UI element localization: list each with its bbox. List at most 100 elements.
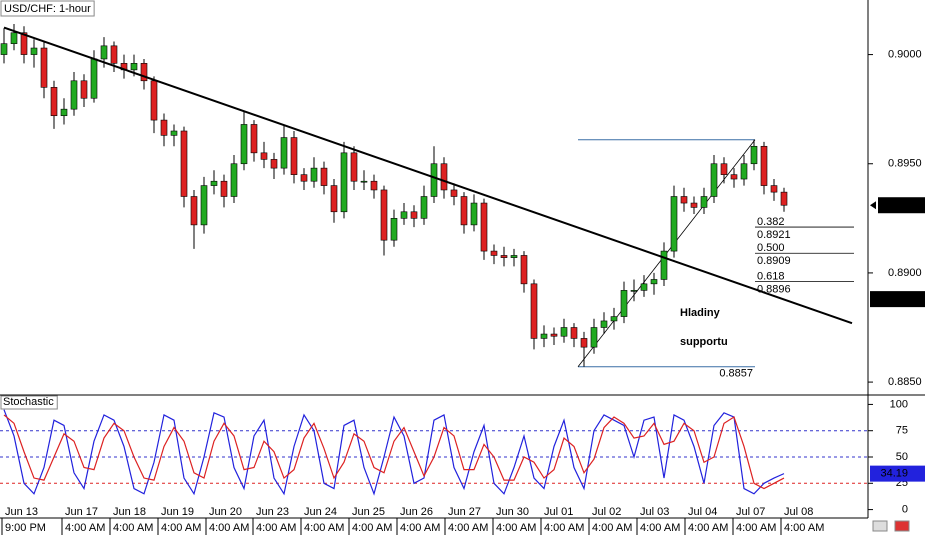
candle-body	[610, 316, 618, 322]
x-tick-label: Jun 17	[65, 506, 98, 518]
annotation: Hladiny	[680, 307, 721, 319]
y-tick-label: 75	[896, 425, 908, 437]
x-tick-label: Jun 18	[113, 506, 146, 518]
candle-body	[260, 152, 268, 160]
candle-body	[550, 333, 558, 337]
trendline	[3, 26, 853, 325]
fib-value: 0.8921	[757, 229, 791, 241]
x-tick-label: Jul 01	[544, 506, 573, 518]
panel-title: Stochastic	[3, 396, 54, 408]
y-tick-label: 0.9000	[888, 48, 922, 60]
icon[interactable]	[894, 520, 910, 532]
candle-body	[740, 163, 748, 180]
candle-body	[660, 250, 668, 280]
candle-body	[0, 43, 8, 55]
candle-body	[640, 283, 648, 291]
candle-body	[320, 167, 328, 186]
candle-body	[90, 58, 98, 99]
candle-body	[350, 152, 358, 182]
x-tick-label: Jul 07	[736, 506, 765, 518]
candle-body	[10, 32, 18, 44]
candle-body	[450, 189, 458, 197]
candle-body	[250, 124, 258, 154]
last-price-arrow	[870, 201, 876, 210]
y-tick-label: 0.8850	[888, 376, 922, 388]
candle-body	[630, 290, 638, 292]
candle-body	[690, 202, 698, 208]
x-tick-time: 4:00 AM	[65, 522, 105, 534]
candle-body	[300, 174, 308, 182]
candle-body	[440, 163, 448, 191]
x-tick-time: 4:00 AM	[209, 522, 249, 534]
candle-body	[200, 185, 208, 226]
last-value-box	[870, 465, 925, 482]
candle-body	[420, 196, 428, 219]
candle-body	[290, 137, 298, 175]
y-tick-label: 0	[902, 503, 908, 515]
candle-body	[410, 211, 418, 219]
x-tick-label: Jul 08	[784, 506, 813, 518]
candle-body	[780, 191, 788, 206]
candle-body	[530, 283, 538, 339]
y-tick-label: 50	[896, 451, 908, 463]
candle-body	[80, 80, 88, 99]
candle-body	[230, 163, 238, 197]
x-tick-label: Jun 27	[448, 506, 481, 518]
candle-body	[460, 196, 468, 226]
trendline-price-box	[870, 291, 925, 308]
candle-body	[180, 130, 188, 197]
x-tick-time: 4:00 AM	[496, 522, 536, 534]
candle-body	[700, 196, 708, 208]
x-tick-label: Jul 03	[640, 506, 669, 518]
x-tick-time: 4:00 AM	[544, 522, 584, 534]
candle-body	[760, 145, 768, 186]
icon[interactable]	[872, 520, 888, 532]
panel-title-box	[0, 395, 58, 410]
fib-value: 0.8909	[757, 255, 791, 267]
y-tick-label: 0.8900	[888, 267, 922, 279]
candle-body	[600, 320, 608, 328]
x-tick-time: 4:00 AM	[592, 522, 632, 534]
y-tick-label: 0.8950	[888, 158, 922, 170]
candle-body	[430, 163, 438, 197]
chart-title: USD/CHF: 1-hour	[4, 3, 91, 15]
x-tick-label: Jun 26	[400, 506, 433, 518]
candle-body	[240, 124, 248, 165]
last-price-label: 0.8931	[888, 199, 922, 211]
x-tick-time: 9:00 PM	[5, 522, 46, 534]
candle-body	[160, 119, 168, 136]
candle-body	[680, 196, 688, 204]
candle-body	[510, 255, 518, 258]
stochastic-line	[3, 409, 785, 496]
candle-body	[380, 189, 388, 241]
candle-body	[330, 185, 338, 213]
annotation: supportu	[680, 336, 728, 348]
fib-ratio: 0.382	[757, 216, 785, 228]
candle-body	[210, 180, 218, 186]
x-tick-label: Jul 04	[688, 506, 717, 518]
x-tick-time: 4:00 AM	[352, 522, 392, 534]
fib-ratio: 0.500	[757, 242, 785, 254]
candle-body	[560, 327, 568, 337]
x-tick-label: Jul 02	[592, 506, 621, 518]
candle-body	[570, 327, 578, 339]
candle-body	[730, 174, 738, 180]
candle-body	[580, 338, 588, 348]
x-tick-time: 4:00 AM	[400, 522, 440, 534]
swing-low-label: 0.8857	[719, 368, 753, 380]
last-value-label: 34.19	[880, 468, 908, 480]
candle-body	[130, 63, 138, 71]
candle-body	[670, 196, 678, 252]
candle-body	[30, 47, 38, 55]
x-tick-time: 4:00 AM	[736, 522, 776, 534]
candle-body	[60, 108, 68, 117]
x-tick-label: Jun 30	[496, 506, 529, 518]
candle-body	[520, 255, 528, 285]
candle-body	[50, 87, 58, 117]
trendline-price-label: 0.8888	[888, 293, 922, 305]
candle-body	[470, 202, 478, 226]
candle-body	[490, 250, 498, 256]
candle-body	[140, 63, 148, 82]
candle-body	[190, 196, 198, 226]
